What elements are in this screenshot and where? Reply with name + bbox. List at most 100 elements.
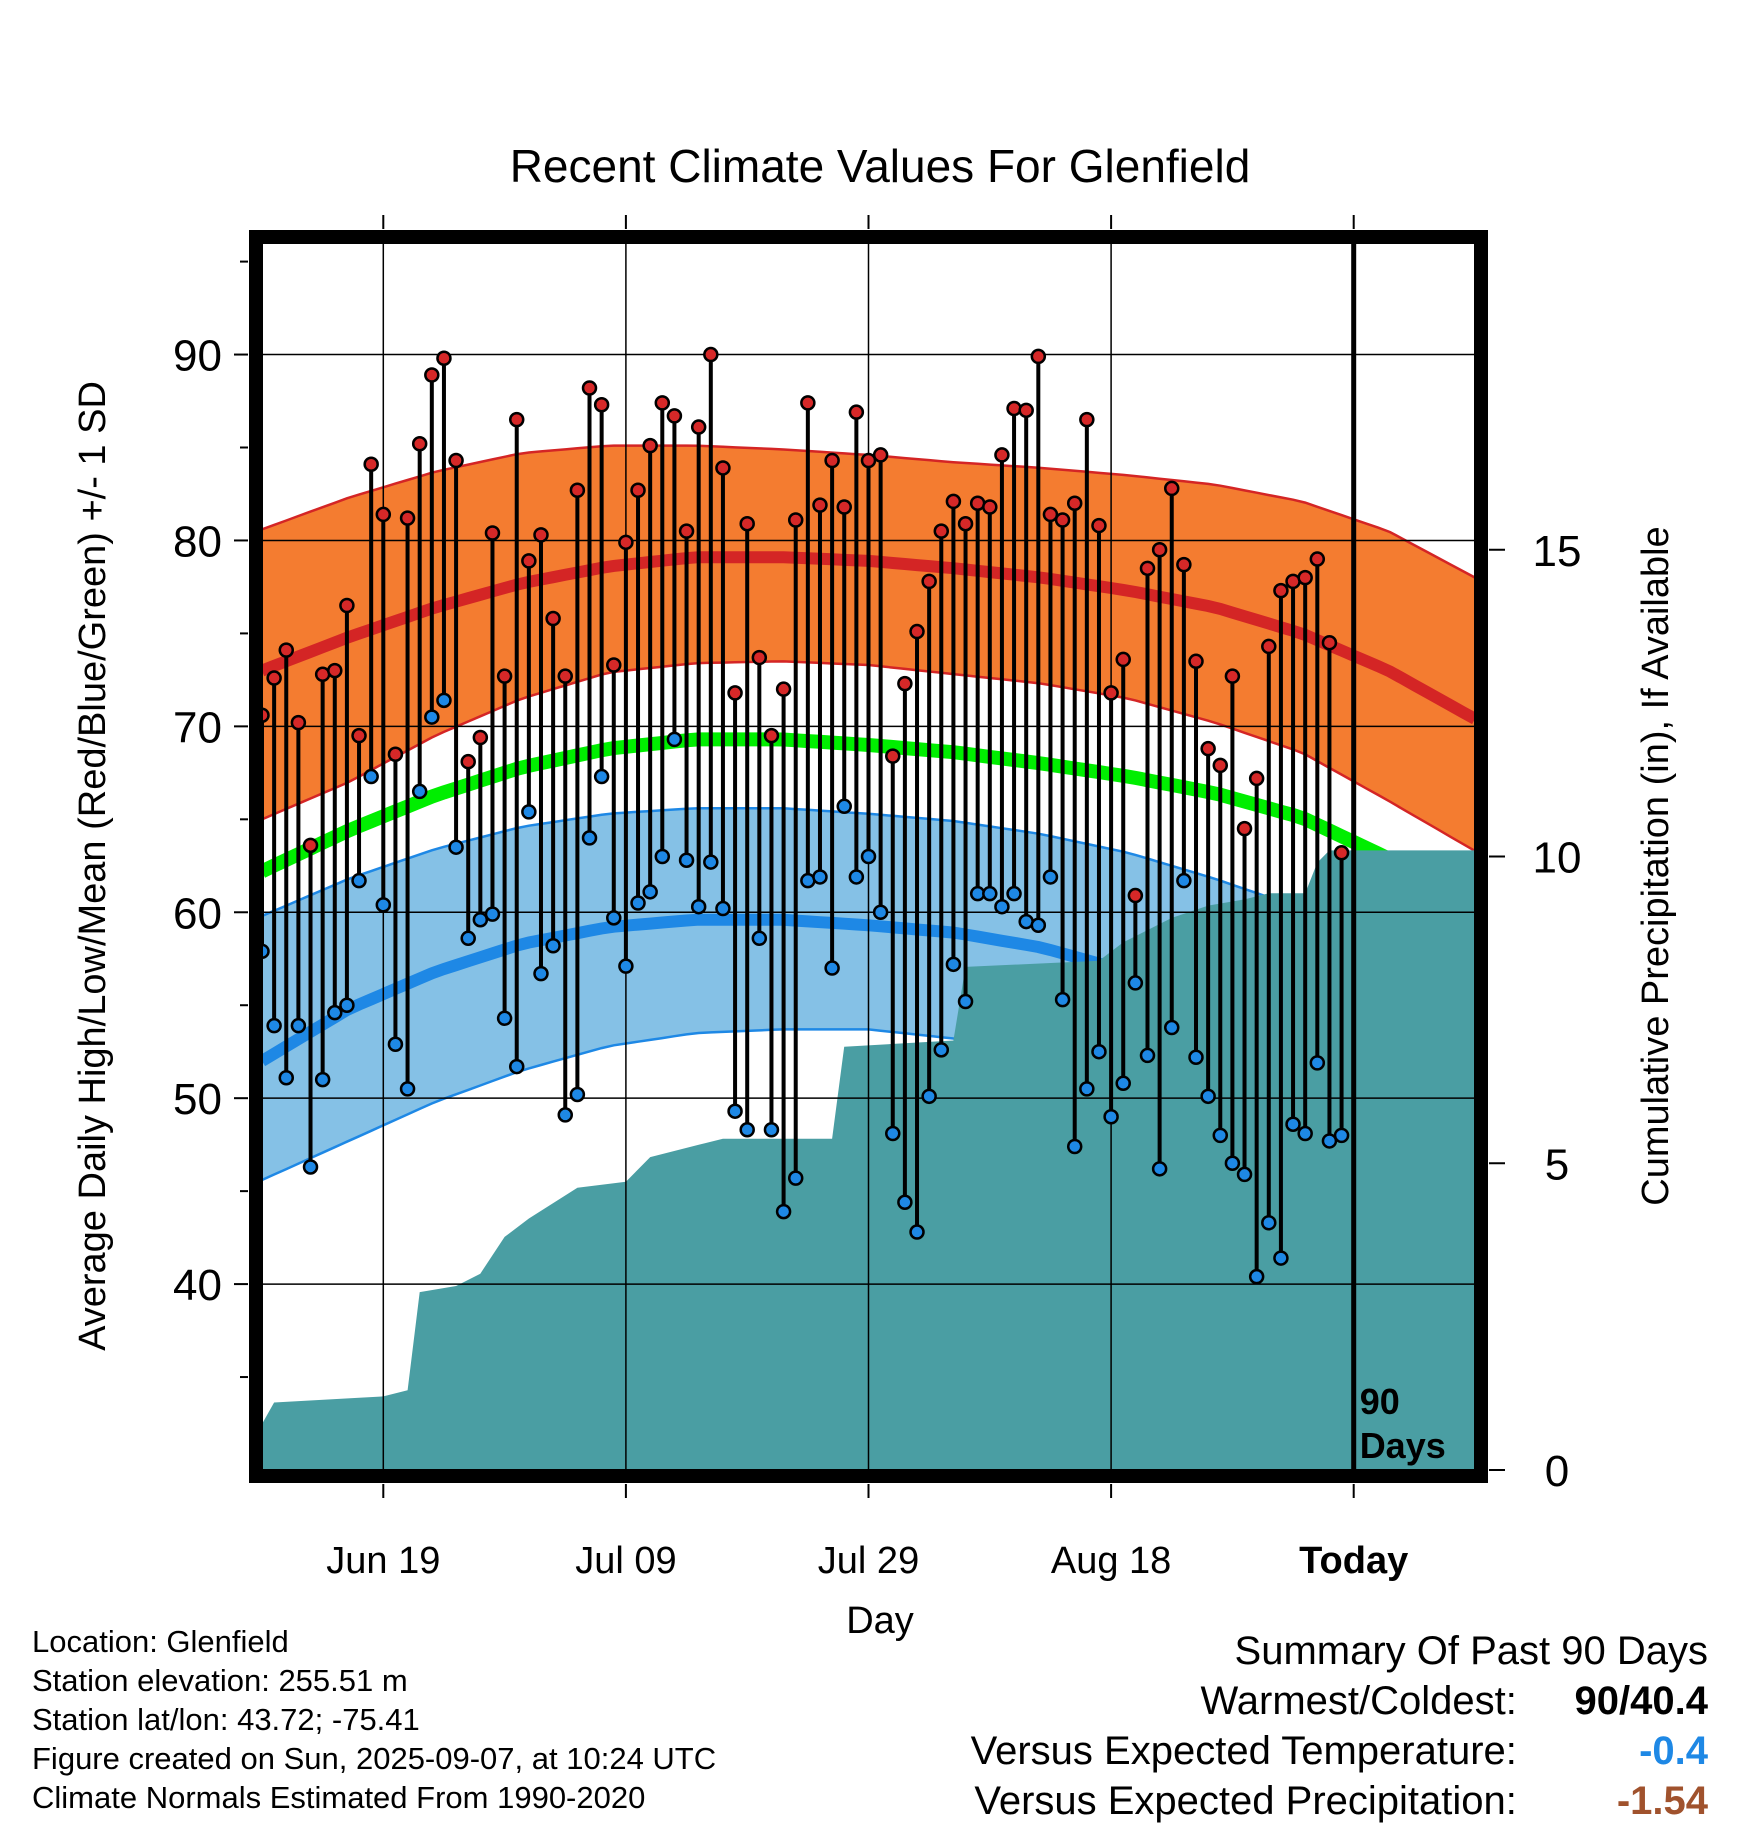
low-point (1030, 917, 1047, 934)
high-point (1297, 569, 1313, 586)
low-point (472, 911, 489, 928)
low-point (860, 848, 877, 865)
high-point (678, 523, 695, 539)
high-point (715, 460, 731, 476)
warmest-label: Warmest/Coldest: (1200, 1679, 1517, 1723)
high-point (824, 452, 840, 469)
low-point (1066, 1138, 1083, 1155)
created-text: Figure created on Sun, 2025-09-07, at 10… (32, 1741, 717, 1776)
low-point (1224, 1155, 1241, 1171)
high-point (448, 452, 464, 469)
low-point (569, 1086, 586, 1103)
low-point (787, 1170, 804, 1186)
high-point (1054, 512, 1071, 528)
low-point (1054, 991, 1071, 1008)
low-point (327, 1004, 343, 1021)
x-axis-label: Day (846, 1600, 914, 1642)
high-point (460, 753, 476, 770)
low-point (751, 930, 768, 947)
low-point (933, 1042, 950, 1058)
low-point (945, 956, 962, 973)
low-point (1321, 1133, 1338, 1149)
low-point (424, 709, 440, 725)
low-point (678, 852, 695, 868)
summary-temp-row: Versus Expected Temperature: -0.4 (971, 1726, 1708, 1776)
low-point (1091, 1043, 1107, 1060)
low-point (1042, 869, 1059, 885)
x-tick-label: Aug 18 (1051, 1540, 1171, 1582)
high-point (484, 525, 501, 541)
low-point (1103, 1109, 1119, 1125)
high-point (606, 657, 622, 673)
today-marker-line: Days (1360, 1425, 1446, 1466)
low-point (703, 854, 719, 870)
high-point (557, 668, 573, 684)
high-point (581, 380, 598, 396)
low-point (909, 1224, 925, 1240)
high-point (1188, 653, 1204, 670)
high-point (654, 395, 671, 411)
normals-text: Climate Normals Estimated From 1990-2020 (32, 1780, 646, 1815)
low-point (302, 1159, 319, 1175)
low-point (557, 1107, 573, 1123)
high-point (1103, 685, 1119, 701)
low-point (593, 768, 610, 785)
low-point (521, 804, 537, 820)
low-point (1139, 1047, 1156, 1064)
high-point (872, 447, 889, 463)
high-point (545, 610, 561, 627)
low-point (1333, 1127, 1350, 1144)
low-point (581, 830, 598, 846)
high-point (921, 573, 937, 590)
low-point (448, 839, 464, 855)
high-point (1236, 820, 1253, 837)
high-point (411, 436, 428, 452)
y2-axis-label: Cumulative Precipitation (in), If Availa… (1635, 526, 1677, 1205)
high-point (593, 396, 610, 413)
high-point (1273, 582, 1289, 599)
y-tick-label: 40 (173, 1261, 222, 1310)
high-point (1212, 757, 1229, 774)
high-point (521, 553, 537, 569)
low-point (262, 943, 270, 960)
low-point (1127, 975, 1144, 991)
high-point (569, 482, 586, 499)
high-point (945, 493, 962, 510)
low-point (1164, 1019, 1180, 1036)
low-point (314, 1071, 331, 1088)
plot-content: 90 Days (262, 243, 1475, 1470)
high-point (1176, 556, 1192, 573)
high-point (472, 729, 489, 746)
high-point (1224, 668, 1241, 684)
precip-label: Versus Expected Precipitation: (974, 1779, 1517, 1823)
temp-label: Versus Expected Temperature: (970, 1729, 1517, 1773)
low-point (715, 900, 731, 917)
high-point (787, 512, 804, 528)
high-point (302, 837, 319, 854)
high-point (351, 727, 367, 744)
low-point (1248, 1268, 1265, 1285)
low-point (387, 1036, 404, 1053)
high-point (375, 506, 392, 523)
low-point (763, 1122, 780, 1138)
low-point (812, 869, 828, 885)
high-point (860, 452, 877, 469)
low-point (606, 910, 622, 926)
station-info: Location: Glenfield Station elevation: 2… (32, 1622, 716, 1817)
high-point (642, 437, 658, 454)
low-point (1236, 1166, 1253, 1183)
high-point (957, 515, 974, 532)
high-point (994, 447, 1010, 463)
high-point (1333, 845, 1350, 861)
high-point (1139, 560, 1156, 577)
elevation-text: Station elevation: 255.51 m (32, 1663, 408, 1698)
high-point (327, 662, 343, 679)
temp-value: -0.4 (1639, 1729, 1708, 1773)
low-point (460, 930, 476, 947)
plot-frame (249, 230, 1488, 1483)
low-point (411, 783, 428, 800)
high-point (690, 419, 707, 435)
low-point (399, 1081, 416, 1097)
high-point (262, 707, 270, 723)
